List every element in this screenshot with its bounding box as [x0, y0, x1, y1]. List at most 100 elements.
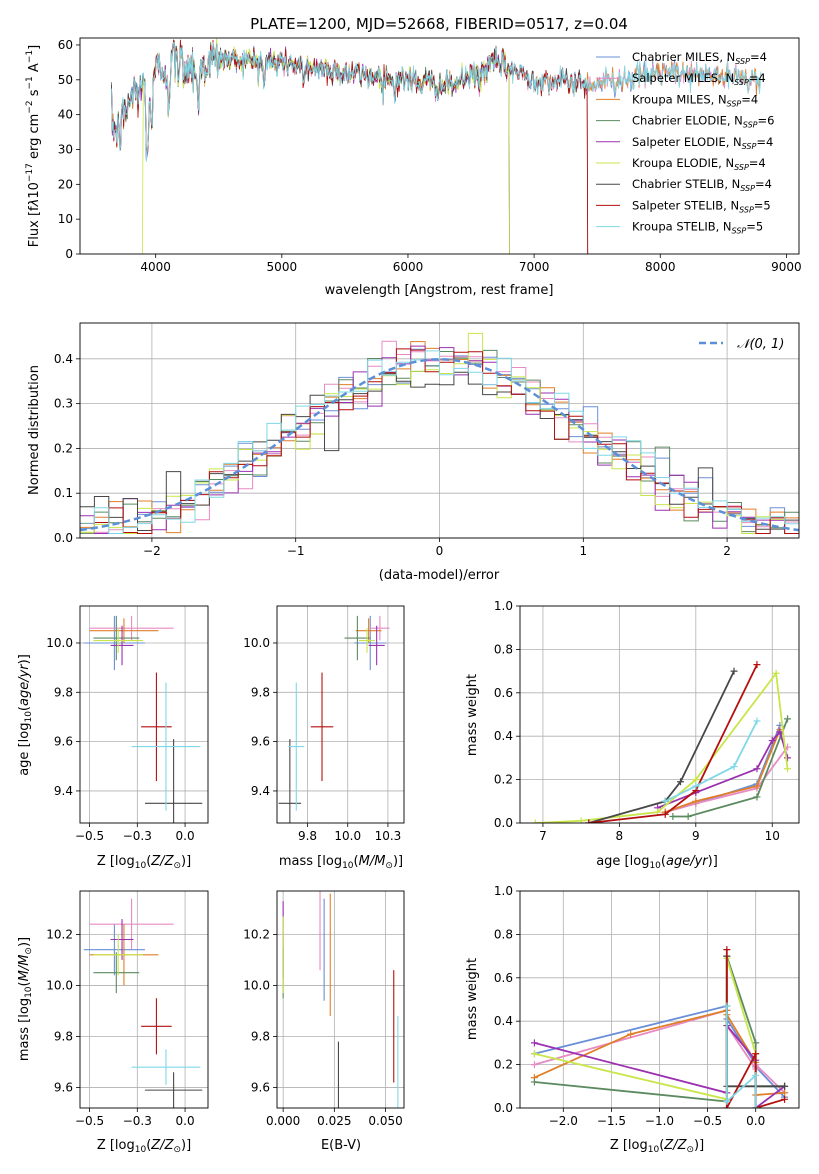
mass-weight-vs-z-plot: −2.0 −1.5 −1.0 −0.5 0.0 0.0 0.2 0.4 0.6 0.8 1.0	[494, 884, 800, 1128]
y-tick-label: 1.0	[494, 884, 513, 898]
point-marker	[753, 717, 761, 725]
y-tick-label: 0.3	[54, 397, 73, 411]
y-tick-label: 1.0	[494, 599, 513, 613]
x-tick-label: 10.0	[334, 829, 361, 843]
legend-label: Salpeter STELIB, NSSP=5	[632, 198, 771, 214]
mass-weight-series-line	[588, 664, 758, 823]
x-tick-label: 8	[616, 829, 624, 843]
point-marker	[692, 782, 700, 790]
point-marker	[692, 797, 700, 805]
point-marker	[627, 1030, 635, 1038]
y-tick-label: 9.6	[54, 1081, 73, 1095]
y-tick-label: 9.8	[54, 685, 73, 699]
point-marker	[692, 776, 700, 784]
x-tick-label: 1	[579, 544, 587, 558]
mass-weight-vs-z-panel: −2.0 −1.5 −1.0 −0.5 0.0 0.0 0.2 0.4 0.6 0.8 1.0 Z …	[465, 884, 800, 1155]
x-tick-label: 0.000	[266, 1114, 300, 1128]
x-tick-label: 9	[692, 829, 700, 843]
y-tick-label: 10.0	[46, 978, 73, 992]
point-marker	[530, 1039, 538, 1047]
x-tick-label: 7	[539, 829, 547, 843]
axes-frame	[519, 890, 800, 1109]
point-marker	[752, 1071, 760, 1079]
y-tick-label: 9.4	[251, 784, 270, 798]
y-tick-label: 9.8	[54, 1030, 73, 1044]
axes-frame	[276, 605, 405, 824]
x-tick-label: 10	[765, 829, 780, 843]
point-marker	[661, 797, 669, 805]
axes-frame	[79, 605, 209, 824]
x-tick-label: 7000	[519, 260, 550, 274]
x-tick-label: 6000	[393, 260, 424, 274]
y-tick-label: 9.6	[54, 735, 73, 749]
residual-ylabel: Normed distribution	[27, 365, 42, 495]
y-tick-label: 10.2	[46, 927, 73, 941]
y-tick-label: 9.8	[251, 1030, 270, 1044]
x-tick-label: 0	[436, 544, 444, 558]
legend-label: Chabrier ELODIE, NSSP=6	[632, 114, 774, 130]
mass-vs-z-panel: −0.5 −0.3 0.0 9.6 9.8 10.0 10.2 Z [log10(Z/Z⊙)…	[17, 890, 209, 1155]
y-tick-label: 10.0	[243, 978, 270, 992]
y-tick-label: 0.2	[54, 441, 73, 455]
axes-frame	[276, 890, 405, 1109]
point-marker	[781, 1089, 789, 1097]
y-tick-label: 0.0	[54, 531, 73, 545]
age-vs-z-ylabel: age [log10(age/yr)]	[17, 654, 34, 776]
y-tick-label: 0.1	[54, 486, 73, 500]
mass-vs-z-plot: −0.5 −0.3 0.0 9.6 9.8 10.0 10.2	[46, 890, 209, 1128]
legend-label: Chabrier MILES, NSSP=4	[632, 50, 767, 66]
mass-vs-z-ylabel: mass [log10(M/M⊙)]	[17, 937, 34, 1061]
point-marker	[730, 667, 738, 675]
y-tick-label: 9.8	[251, 685, 270, 699]
x-tick-label: −0.3	[123, 829, 152, 843]
mass-weight-series-line	[725, 1006, 757, 1108]
plot-area	[278, 615, 390, 823]
point-marker	[753, 765, 761, 773]
point-marker	[752, 1039, 760, 1047]
point-marker	[530, 1050, 538, 1058]
x-tick-label: 4000	[140, 260, 171, 274]
y-tick-label: 0.8	[494, 642, 513, 656]
y-tick-label: 0.4	[494, 729, 513, 743]
point-marker	[530, 1061, 538, 1069]
residual-plot: −2 −1 0 1 2 0.0 0.1 0.2 0.3 0.4	[54, 322, 800, 558]
mass-weight-series-line	[534, 1009, 786, 1094]
point-marker	[530, 1078, 538, 1086]
spectrum-plot: 4000 5000 6000 7000 8000 9000 0 10 20 30 40 50 60	[58, 37, 802, 274]
axes-frame	[79, 890, 209, 1109]
plot-area	[282, 891, 399, 1108]
point-marker	[677, 778, 685, 786]
residual-histogram	[80, 371, 799, 531]
age-vs-z-xlabel: Z [log10(Z/Z⊙)]	[97, 854, 191, 871]
y-tick-label: 40	[58, 108, 73, 122]
point-marker	[531, 819, 539, 823]
y-tick-label: 10	[58, 212, 73, 226]
plot-area	[111, 38, 762, 254]
y-tick-label: 10.0	[46, 636, 73, 650]
spectrum-xlabel: wavelength [Angstrom, rest frame]	[325, 283, 554, 298]
point-marker	[684, 812, 692, 820]
mass-vs-ebv-panel: 0.000 0.025 0.050 9.6 9.8 10.0 10.2 E(B-V)	[243, 890, 405, 1153]
y-tick-label: 0.6	[494, 971, 513, 985]
y-tick-label: 10.0	[243, 636, 270, 650]
legend-label: Chabrier STELIB, NSSP=4	[632, 177, 772, 193]
legend-label: Salpeter ELODIE, NSSP=4	[632, 135, 773, 151]
y-tick-label: 0.6	[494, 686, 513, 700]
y-tick-label: 9.6	[251, 1081, 270, 1095]
spectrum-title: PLATE=1200, MJD=52668, FIBERID=0517, z=0…	[250, 15, 628, 33]
point-marker	[723, 1002, 731, 1010]
plot-area	[80, 332, 799, 534]
axes-frame	[79, 37, 800, 255]
x-tick-label: −0.5	[75, 1114, 104, 1128]
y-tick-label: 60	[58, 38, 73, 52]
mass-weight-vs-age-xlabel: age [log10(age/yr)]	[596, 854, 718, 871]
x-tick-label: 0.025	[317, 1114, 351, 1128]
y-tick-label: 0	[65, 247, 73, 261]
point-marker	[772, 669, 780, 677]
y-tick-label: 9.4	[54, 784, 73, 798]
x-tick-label: 10.3	[375, 829, 402, 843]
x-tick-label: −0.5	[693, 1114, 722, 1128]
age-vs-mass-plot: 9.8 10.0 10.3 9.4 9.6 9.8 10.0	[243, 605, 405, 843]
point-marker	[753, 782, 761, 790]
